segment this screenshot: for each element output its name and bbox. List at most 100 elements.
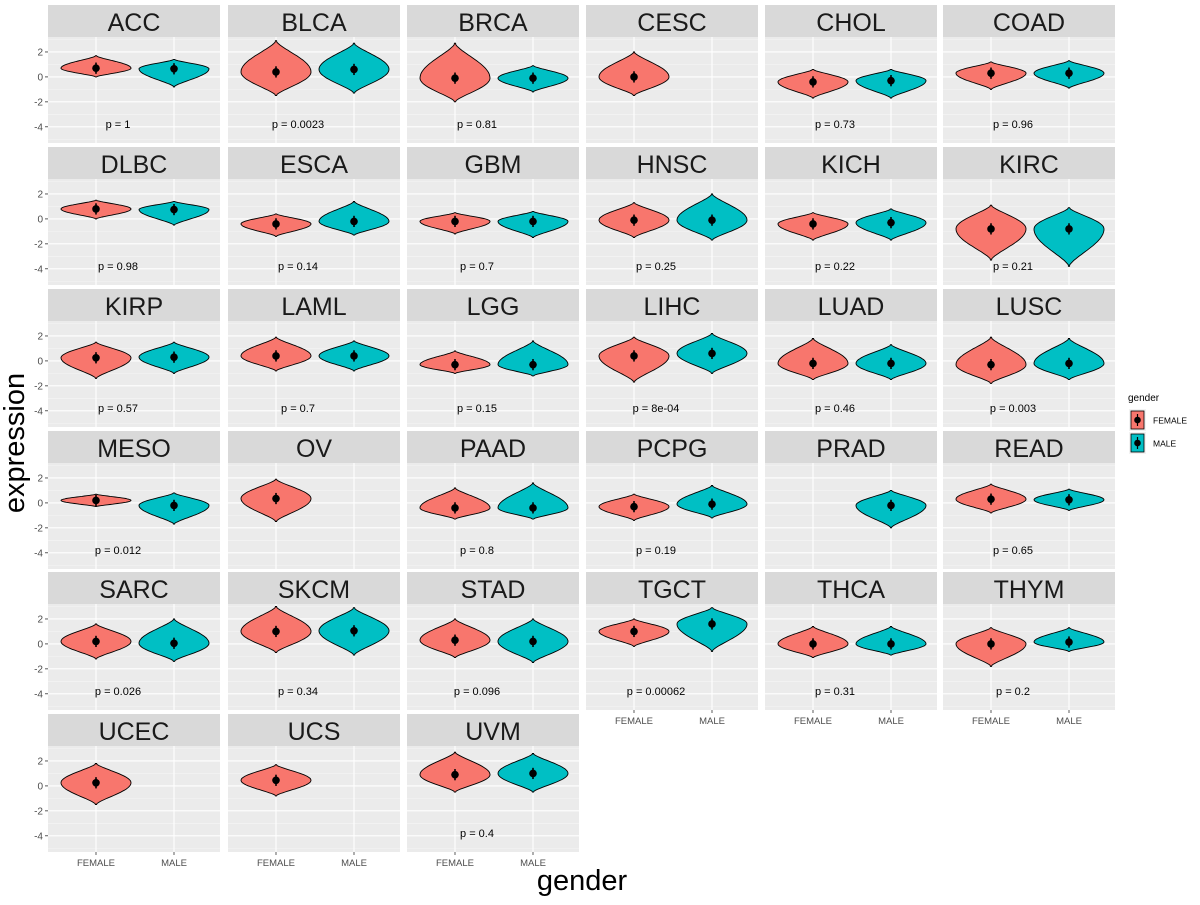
point-female-kirp xyxy=(92,353,100,362)
point-male-skcm xyxy=(350,627,358,635)
panel-background-ucec xyxy=(48,746,220,852)
p-value-meso: p = 0.012 xyxy=(95,545,141,557)
panel-background-lihc xyxy=(586,321,758,427)
x-tick-label: MALE xyxy=(161,858,187,869)
point-male-lgg xyxy=(529,360,537,369)
facet-title-ov: OV xyxy=(296,435,332,463)
facet-strip-lihc xyxy=(586,289,758,321)
x-tick-label: MALE xyxy=(699,716,725,727)
facet-title-chol: CHOL xyxy=(816,9,886,37)
y-tick-label: 0 xyxy=(37,639,43,650)
point-male-hnsc xyxy=(708,216,716,224)
point-female-tgct xyxy=(630,627,638,636)
facet-strip-paad xyxy=(407,431,579,463)
facet-title-cesc: CESC xyxy=(637,9,706,37)
facet-title-lusc: LUSC xyxy=(996,293,1063,321)
panel-background-thca xyxy=(765,604,937,710)
facet-strip-thym xyxy=(943,572,1115,604)
y-tick-label: 2 xyxy=(37,47,43,58)
facet-title-tgct: TGCT xyxy=(638,576,706,604)
facet-title-lihc: LIHC xyxy=(644,293,701,321)
facet-strip-ucs xyxy=(228,714,400,746)
point-male-acc xyxy=(170,65,178,73)
facet-title-hnsc: HNSC xyxy=(637,151,708,179)
point-female-acc xyxy=(92,64,100,72)
point-female-meso xyxy=(92,496,100,505)
facet-strip-prad xyxy=(765,431,937,463)
facet-title-kirc: KIRC xyxy=(999,151,1059,179)
p-value-blca: p = 0.0023 xyxy=(272,119,324,131)
point-female-kich xyxy=(809,220,817,228)
facet-strip-dlbc xyxy=(48,147,220,179)
panel-background-acc xyxy=(48,37,220,143)
point-female-luad xyxy=(809,359,817,368)
facet-strip-pcpg xyxy=(586,431,758,463)
y-tick-label: -4 xyxy=(34,264,43,275)
point-male-stad xyxy=(529,637,537,646)
facet-strip-stad xyxy=(407,572,579,604)
y-tick-label: -2 xyxy=(34,381,43,392)
point-female-cesc xyxy=(630,73,638,81)
facet-title-dlbc: DLBC xyxy=(101,151,168,179)
facet-title-skcm: SKCM xyxy=(278,576,350,604)
y-tick-label: 0 xyxy=(37,498,43,509)
panel-background-ov xyxy=(228,463,400,569)
y-tick-label: 0 xyxy=(37,356,43,367)
point-male-coad xyxy=(1065,69,1073,77)
y-tick-label: -4 xyxy=(34,548,43,559)
p-value-lihc: p = 8e-04 xyxy=(633,403,680,415)
y-tick-label: -4 xyxy=(34,831,43,842)
p-value-brca: p = 0.81 xyxy=(457,119,497,131)
violin-male-kirc xyxy=(1033,207,1105,267)
point-male-dlbc xyxy=(170,205,178,214)
point-male-paad xyxy=(529,504,537,512)
facet-strip-laml xyxy=(228,289,400,321)
facet-strip-thca xyxy=(765,572,937,604)
facet-title-gbm: GBM xyxy=(465,151,522,179)
facet-strip-uvm xyxy=(407,714,579,746)
point-female-blca xyxy=(272,68,280,76)
panel-background-dlbc xyxy=(48,179,220,285)
facet-title-uvm: UVM xyxy=(465,718,521,746)
facet-title-brca: BRCA xyxy=(458,9,528,37)
point-female-hnsc xyxy=(630,216,638,224)
p-value-tgct: p = 0.00062 xyxy=(627,686,685,698)
facet-title-laml: LAML xyxy=(281,293,346,321)
panel-background-cesc xyxy=(586,37,758,143)
panel-background-lgg xyxy=(407,321,579,427)
facet-strip-skcm xyxy=(228,572,400,604)
facet-title-pcpg: PCPG xyxy=(637,435,708,463)
point-male-brca xyxy=(529,74,537,82)
facet-strip-lusc xyxy=(943,289,1115,321)
point-female-esca xyxy=(272,220,280,228)
facet-title-ucs: UCS xyxy=(288,718,341,746)
p-value-kirc: p = 0.21 xyxy=(993,261,1033,273)
p-value-pcpg: p = 0.19 xyxy=(636,545,676,557)
facet-title-ucec: UCEC xyxy=(99,718,170,746)
point-female-laml xyxy=(272,352,280,360)
y-tick-label: -4 xyxy=(34,122,43,133)
point-female-sarc xyxy=(92,637,100,646)
facet-title-blca: BLCA xyxy=(281,9,347,37)
legend-title: gender xyxy=(1128,393,1160,404)
y-tick-label: -2 xyxy=(34,239,43,250)
point-male-kich xyxy=(887,218,895,227)
facet-strip-read xyxy=(943,431,1115,463)
point-female-ucec xyxy=(92,778,100,787)
p-value-laml: p = 0.7 xyxy=(281,403,315,415)
point-male-gbm xyxy=(529,217,537,226)
facet-title-coad: COAD xyxy=(993,9,1065,37)
point-male-meso xyxy=(170,501,178,510)
y-tick-label: -4 xyxy=(34,689,43,700)
facet-strip-kirp xyxy=(48,289,220,321)
panel-background-luad xyxy=(765,321,937,427)
p-value-lgg: p = 0.15 xyxy=(457,403,497,415)
p-value-thca: p = 0.31 xyxy=(815,686,855,698)
facet-strip-hnsc xyxy=(586,147,758,179)
point-male-laml xyxy=(350,352,358,360)
facet-title-esca: ESCA xyxy=(280,151,348,179)
y-tick-label: 2 xyxy=(37,189,43,200)
p-value-uvm: p = 0.4 xyxy=(460,828,494,840)
panel-background-sarc xyxy=(48,604,220,710)
